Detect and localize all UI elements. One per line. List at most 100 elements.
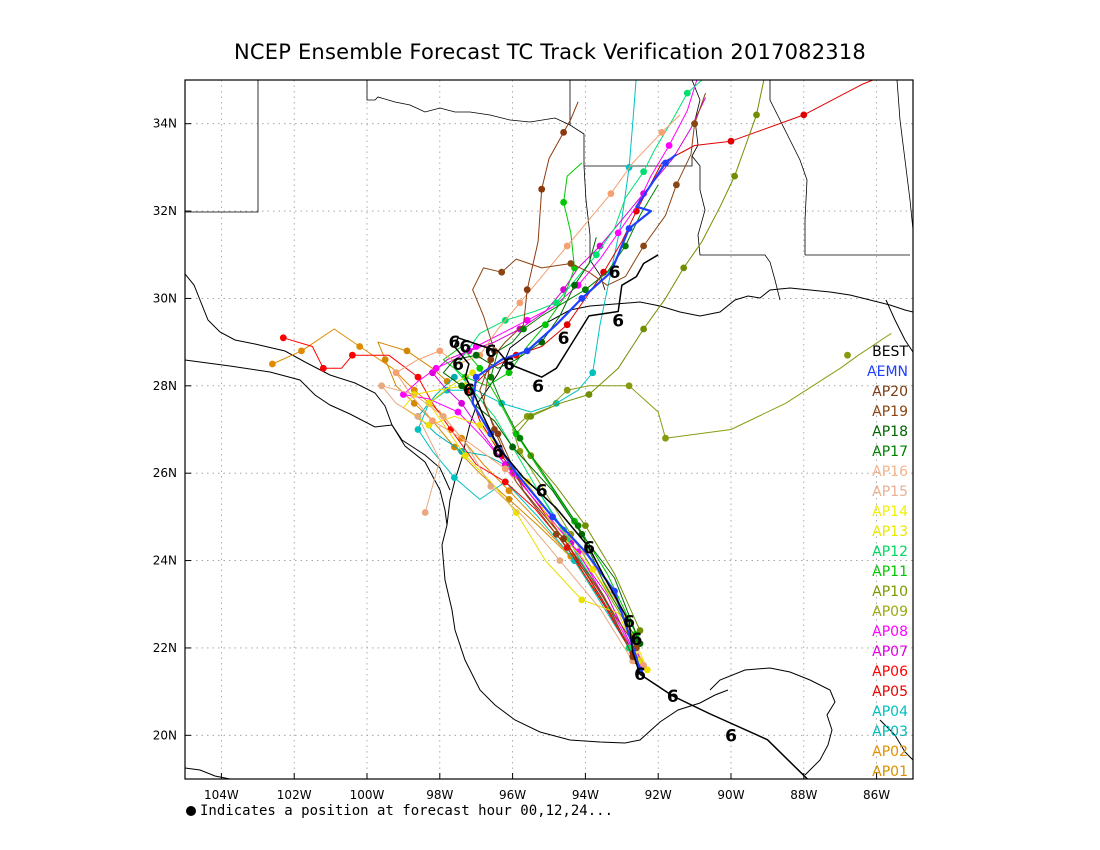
- hurricane-symbol-icon: 6: [459, 338, 471, 358]
- track-ap15: [378, 382, 637, 665]
- forecast-tracks: [269, 80, 892, 779]
- forecast-point: [560, 129, 567, 136]
- forecast-point: [800, 111, 808, 119]
- legend-entry-ap12: AP12: [872, 544, 908, 560]
- legend-entry-ap07: AP07: [872, 644, 908, 660]
- forecast-point: [523, 286, 531, 294]
- forecast-point: [487, 373, 495, 381]
- forecast-dot-icon: [186, 806, 196, 816]
- legend-entry-ap10: AP10: [872, 584, 908, 600]
- forecast-point: [665, 142, 673, 149]
- y-tick-label: 30N: [153, 291, 177, 305]
- pacific-coastline: [185, 767, 231, 779]
- legend-entry-ap16: AP16: [872, 464, 908, 480]
- gulf-coastline: [185, 273, 729, 744]
- forecast-point: [498, 268, 506, 276]
- florida-coast: [885, 299, 913, 353]
- forecast-point: [552, 299, 560, 307]
- forecast-point: [527, 413, 535, 420]
- y-tick-label: 24N: [153, 554, 177, 568]
- legend-entry-ap18: AP18: [872, 424, 908, 440]
- forecast-point: [571, 281, 578, 289]
- hurricane-symbol-icon: 6: [452, 355, 464, 375]
- forecast-point: [451, 474, 458, 481]
- forecast-point: [589, 369, 597, 377]
- legend: BEST AEMN AP20 AP19 AP18 AP17 AP16 AP15 AP14 AP13…: [848, 342, 908, 782]
- belize-coast: [879, 719, 913, 761]
- forecast-point: [563, 386, 571, 394]
- legend-entry-ap17: AP17: [872, 444, 908, 460]
- forecast-point: [552, 399, 560, 407]
- forecast-point: [269, 360, 276, 368]
- forecast-point: [516, 299, 524, 307]
- forecast-point: [523, 316, 531, 324]
- y-tick-label: 22N: [153, 641, 177, 655]
- y-tick-label: 32N: [153, 204, 177, 218]
- legend-entry-ap05: AP05: [872, 684, 908, 700]
- forecast-point: [552, 530, 560, 538]
- forecast-point: [378, 382, 385, 390]
- legend-entry-ap08: AP08: [872, 624, 908, 640]
- forecast-point: [563, 242, 571, 250]
- hurricane-symbol-icon: 6: [725, 726, 737, 746]
- forecast-point: [381, 356, 389, 363]
- forecast-point: [516, 434, 524, 442]
- legend-entry-best: BEST: [872, 344, 908, 360]
- track-line-ap09: [512, 332, 892, 636]
- legend-entry-ap13: AP13: [872, 524, 908, 540]
- forecast-point: [625, 382, 633, 390]
- forecast-point: [633, 207, 640, 215]
- track-best: [453, 254, 808, 779]
- forecast-point: [662, 159, 669, 167]
- y-tick-label: 28N: [153, 379, 177, 393]
- forecast-point: [549, 513, 556, 521]
- forecast-point: [461, 452, 469, 460]
- forecast-point: [542, 321, 549, 329]
- x-tick-label: 100W: [350, 788, 385, 802]
- track-ap05: [465, 80, 875, 656]
- forecast-point: [356, 343, 364, 350]
- forecast-point: [440, 413, 447, 420]
- hurricane-symbol-icon: 6: [634, 665, 646, 685]
- hurricane-symbol-icon: 6: [485, 342, 497, 362]
- legend-entry-ap14: AP14: [872, 504, 908, 520]
- forecast-point: [727, 137, 735, 145]
- hurricane-symbol-icon: 6: [532, 377, 544, 397]
- forecast-point: [414, 413, 422, 420]
- track-ap10: [515, 80, 765, 634]
- x-tick-label: 104W: [204, 788, 239, 802]
- y-tick-label: 26N: [153, 466, 177, 480]
- forecast-point: [683, 89, 691, 97]
- footer-text: Indicates a position at forecast hour 00…: [200, 803, 614, 819]
- track-line-ap10: [515, 80, 765, 631]
- forecast-point: [414, 426, 422, 433]
- forecast-point: [589, 565, 597, 573]
- forecast-point: [400, 391, 407, 398]
- tx-ok-border: [366, 80, 585, 166]
- hurricane-symbol-icon: 6: [623, 613, 635, 633]
- x-tick-label: 90W: [717, 788, 744, 802]
- track-line-ap08: [402, 80, 698, 666]
- hurricane-symbol-icon: 6: [583, 539, 595, 559]
- longitude-ticks: 104W 102W 100W 98W 96W 94W 92W 90W 88W 86W: [204, 773, 890, 802]
- legend-entry-ap04: AP04: [872, 704, 908, 720]
- forecast-point: [392, 369, 400, 377]
- forecast-point: [538, 185, 546, 193]
- track-ap17: [487, 184, 659, 643]
- track-ap04: [414, 80, 644, 669]
- forecast-point: [279, 334, 287, 342]
- latitude-ticks: 20N 22N 24N 26N 28N 30N 32N 34N: [153, 117, 191, 742]
- legend-entry-ap15: AP15: [872, 484, 908, 500]
- forecast-point: [421, 509, 429, 516]
- forecast-point: [731, 172, 738, 180]
- track-line-aemn: [471, 153, 678, 671]
- track-line-ap05: [468, 80, 875, 653]
- forecast-point: [578, 596, 586, 604]
- track-ap09: [512, 332, 892, 639]
- forecast-point: [662, 434, 669, 442]
- footer-note: Indicates a position at forecast hour 00…: [186, 803, 613, 819]
- forecast-point: [563, 321, 571, 329]
- forecast-point: [614, 229, 622, 237]
- la-ms-border: [691, 155, 781, 301]
- forecast-point: [472, 373, 480, 381]
